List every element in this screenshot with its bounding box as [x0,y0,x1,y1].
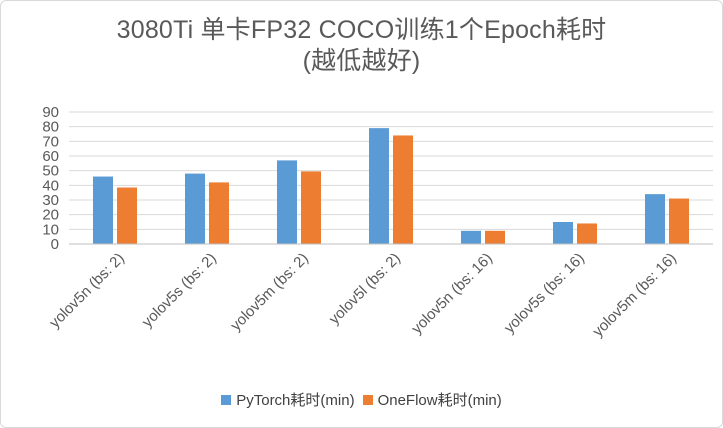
bar-oneflow [117,187,137,244]
legend-label-pytorch: PyTorch耗时(min) [236,392,355,409]
bar-oneflow [577,223,597,244]
chart-title-line-2: (越低越好) [302,47,421,75]
y-tick-label: 90 [42,104,59,121]
x-tick-label: yolov5n (bs: 2) [46,250,128,332]
legend-item-pytorch: PyTorch耗时(min) [221,389,355,410]
bar-pytorch [461,230,481,244]
x-tick-label: yolov5m (bs: 16) [589,250,679,340]
y-tick-label: 50 [42,163,59,180]
bar-pytorch [645,194,665,244]
x-tick-label: yolov5s (bs: 16) [501,250,588,337]
bar-pytorch [93,176,113,244]
chart-title-line-1: 3080Ti 单卡FP32 COCO训练1个Epoch耗时 [116,16,607,44]
bar-oneflow [669,198,689,244]
bar-pytorch [185,173,205,244]
y-tick-label: 20 [42,207,59,224]
legend-swatch-oneflow [362,394,373,405]
bar-oneflow [209,182,229,244]
legend-label-oneflow: OneFlow耗时(min) [377,392,502,409]
legend: PyTorch耗时(min) OneFlow耗时(min) [1,389,722,410]
legend-swatch-pytorch [221,394,232,405]
bar-pytorch [369,128,389,244]
x-tick-label: yolov5n (bs: 16) [408,250,495,337]
bar-oneflow [485,230,505,244]
x-tick-label: yolov5s (bs: 2) [139,250,220,331]
bar-oneflow [301,171,321,244]
bar-oneflow [393,135,413,244]
bar-pytorch [277,160,297,244]
bar-pytorch [553,222,573,244]
y-tick-label: 80 [42,119,59,136]
legend-item-oneflow: OneFlow耗时(min) [362,389,502,410]
y-tick-label: 0 [51,236,59,253]
y-tick-label: 60 [42,148,59,165]
y-tick-label: 30 [42,192,59,209]
x-tick-label: yolov5l (bs: 2) [326,250,404,328]
y-tick-label: 70 [42,133,59,150]
y-tick-label: 10 [42,221,59,238]
x-tick-label: yolov5m (bs: 2) [227,250,312,335]
y-tick-label: 40 [42,177,59,194]
chart-title: 3080Ti 单卡FP32 COCO训练1个Epoch耗时 (越低越好) [1,15,722,77]
